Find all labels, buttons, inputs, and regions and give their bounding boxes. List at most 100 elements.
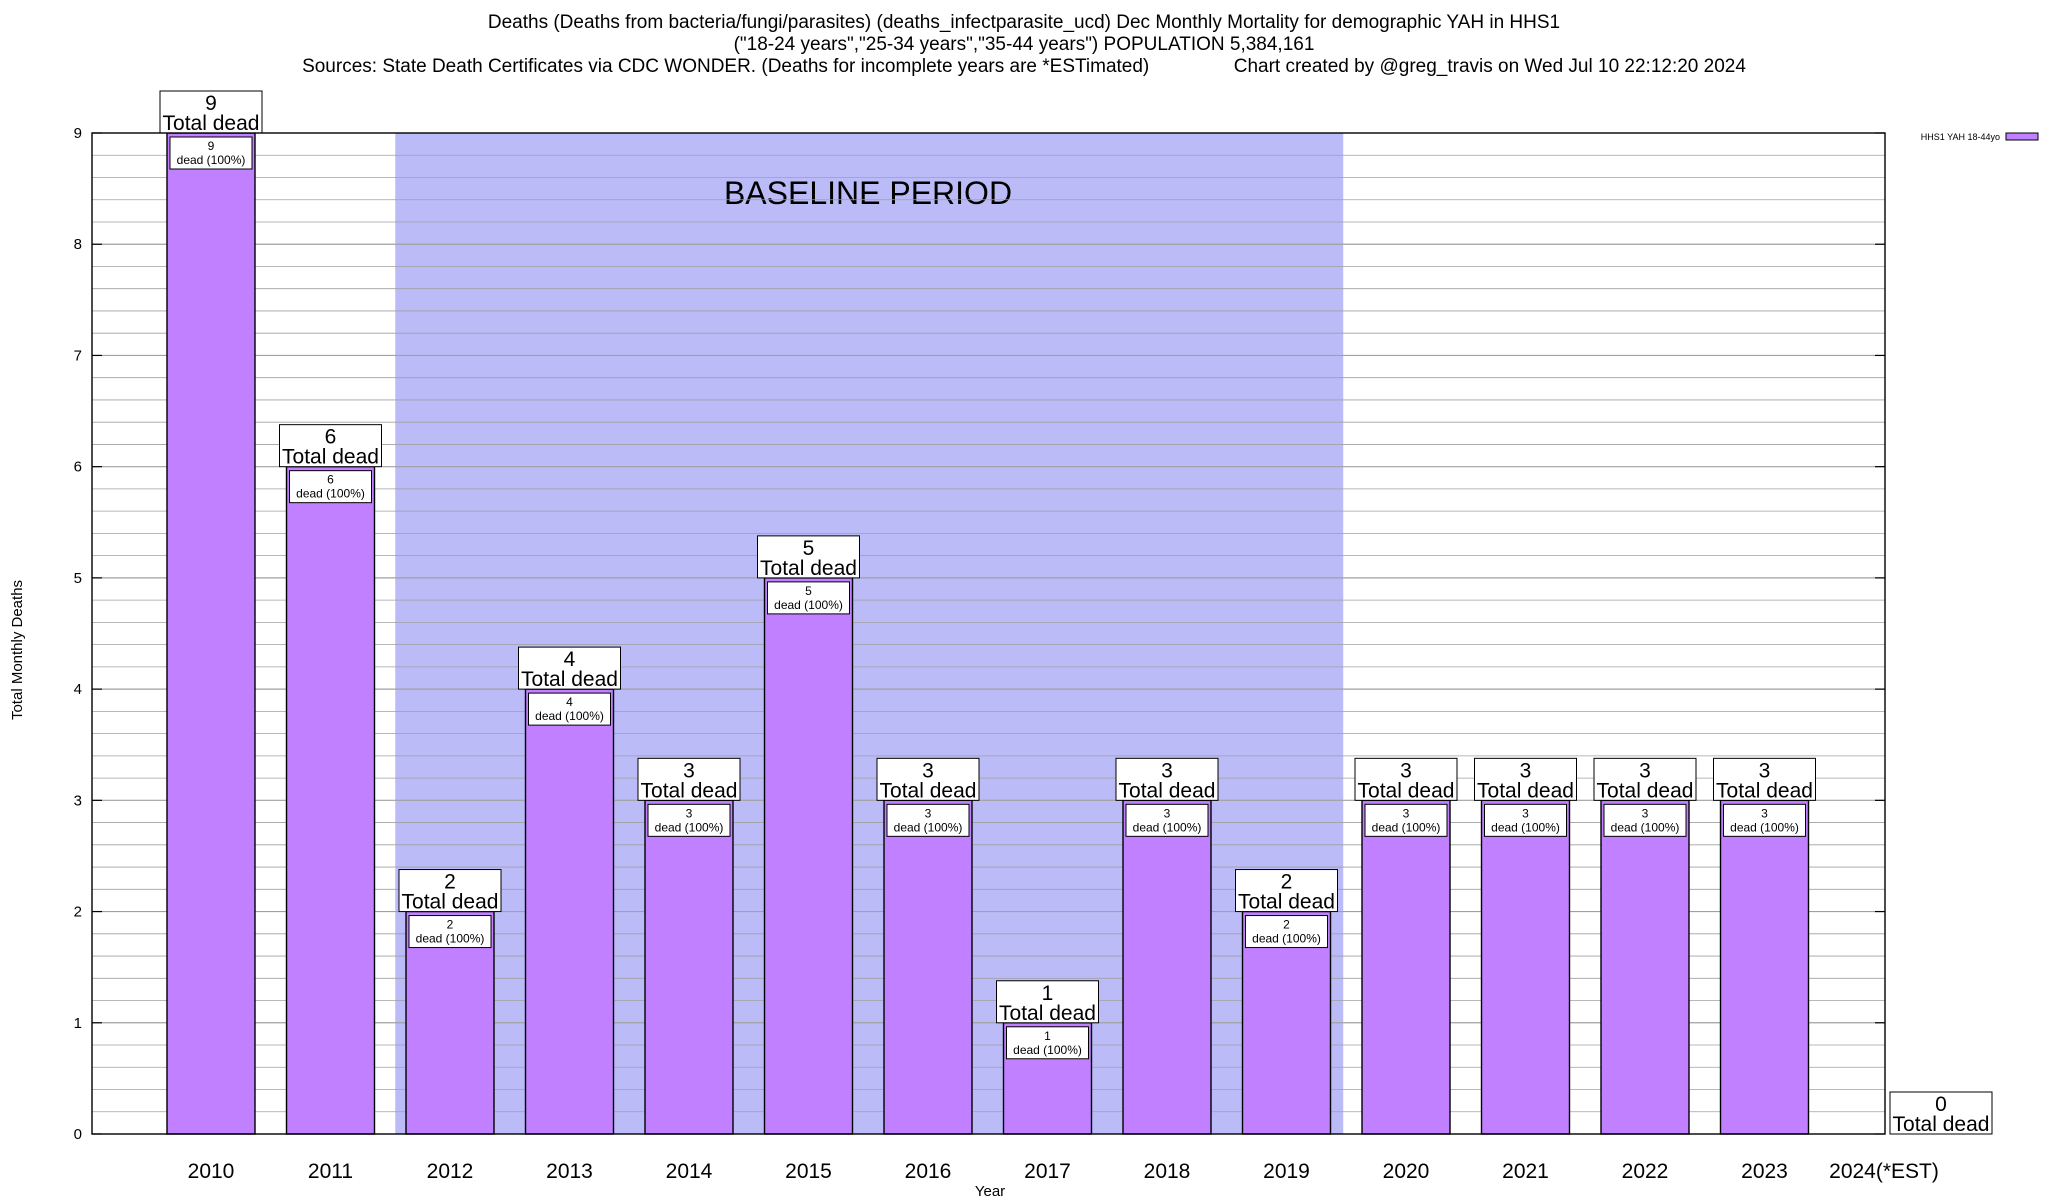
total-label-box: [159, 90, 263, 134]
y-tick-label: 3: [74, 792, 82, 809]
bar-2016: [883, 799, 973, 1135]
inner-label-box: [528, 692, 611, 726]
total-label-box: [518, 646, 621, 690]
inner-label-text: dead (100%): [1013, 1043, 1082, 1057]
total-label-value: 3: [1759, 759, 1771, 782]
bar-2010: [166, 132, 256, 1135]
inner-label-value: 3: [1761, 806, 1768, 820]
y-tick-label: 6: [74, 459, 82, 476]
total-label-text: Total dead: [1597, 779, 1694, 802]
total-label-text: Total dead: [521, 668, 618, 691]
bar-2018: [1122, 799, 1212, 1135]
y-tick-label: 4: [74, 681, 82, 698]
total-label-box: [876, 757, 980, 801]
y-axis-label: Total Monthly Deaths: [9, 580, 26, 720]
inner-label-box: [169, 136, 253, 170]
x-tick-label: 2011: [308, 1160, 353, 1183]
inner-label-box: [886, 803, 970, 837]
inner-label-box: [1125, 803, 1209, 837]
total-label-value: 6: [325, 426, 337, 449]
x-tick-label: 2020: [1383, 1160, 1430, 1183]
inner-label-box: [647, 803, 731, 837]
total-label-text: Total dead: [163, 112, 260, 135]
inner-label-box: [289, 470, 372, 504]
total-label-value: 3: [1639, 759, 1651, 782]
y-tick-label: 2: [74, 904, 82, 921]
x-tick-label: 2013: [546, 1160, 593, 1183]
inner-label-box: [767, 581, 850, 615]
x-tick-label: 2021: [1502, 1160, 1549, 1183]
inner-label-value: 2: [1283, 918, 1290, 932]
chart-subtitle: ("18-24 years","25-34 years","35-44 year…: [733, 34, 1315, 55]
total-label-value: 2: [444, 871, 456, 894]
chart-source-line: Sources: State Death Certificates via CD…: [302, 56, 1746, 77]
inner-label-text: dead (100%): [1611, 820, 1680, 834]
total-label-box: [1235, 869, 1338, 913]
total-label-text: Total dead: [282, 446, 379, 469]
inner-label-text: dead (100%): [894, 820, 963, 834]
total-label-text: Total dead: [999, 1002, 1096, 1025]
x-tick-label: 2023: [1741, 1160, 1788, 1183]
total-label-box: [279, 424, 382, 468]
x-tick-label: 2022: [1622, 1160, 1669, 1183]
bar-2019: [1241, 910, 1332, 1135]
total-label-box: [1593, 757, 1697, 801]
y-tick-label: 0: [74, 1126, 82, 1143]
bar-2021: [1480, 799, 1571, 1135]
inner-label-text: dead (100%): [177, 153, 246, 167]
inner-label-value: 9: [208, 139, 215, 153]
inner-label-text: dead (100%): [296, 487, 365, 501]
total-label-value: 1: [1042, 982, 1054, 1005]
chart-title: Deaths (Deaths from bacteria/fungi/paras…: [487, 12, 1561, 33]
bar-2015: [763, 577, 854, 1135]
inner-label-box: [1723, 803, 1806, 837]
bar-2012: [405, 910, 495, 1135]
inner-label-value: 4: [566, 695, 573, 709]
bar-2013: [524, 688, 615, 1135]
total-label-value: 3: [683, 759, 695, 782]
inner-label-text: dead (100%): [1372, 820, 1441, 834]
inner-label-value: 3: [1642, 806, 1649, 820]
inner-label-value: 3: [686, 806, 693, 820]
inner-label-text: dead (100%): [535, 709, 604, 723]
x-tick-label: 2015: [785, 1160, 832, 1183]
total-label-text: Total dead: [1893, 1113, 1990, 1136]
inner-label-text: dead (100%): [1252, 932, 1321, 946]
inner-label-value: 3: [925, 806, 932, 820]
inner-label-text: dead (100%): [774, 598, 843, 612]
inner-label-box: [1006, 1026, 1089, 1060]
inner-label-text: dead (100%): [1730, 820, 1799, 834]
total-label-value: 2: [1281, 871, 1293, 894]
y-tick-label: 8: [74, 236, 82, 253]
total-label-value: 5: [803, 537, 815, 560]
total-label-text: Total dead: [1716, 779, 1813, 802]
x-tick-label: 2018: [1144, 1160, 1191, 1183]
legend: HHS1 YAH 18-44yo: [1921, 132, 2039, 142]
bar-2014: [644, 799, 734, 1135]
x-tick-label: 2012: [427, 1160, 474, 1183]
total-label-box: [1889, 1091, 1993, 1135]
x-tick-label: 2017: [1024, 1160, 1071, 1183]
inner-label-value: 5: [805, 584, 812, 598]
total-label-box: [757, 535, 860, 579]
total-label-text: Total dead: [880, 779, 977, 802]
bar-2022: [1600, 799, 1690, 1135]
total-label-text: Total dead: [1477, 779, 1574, 802]
